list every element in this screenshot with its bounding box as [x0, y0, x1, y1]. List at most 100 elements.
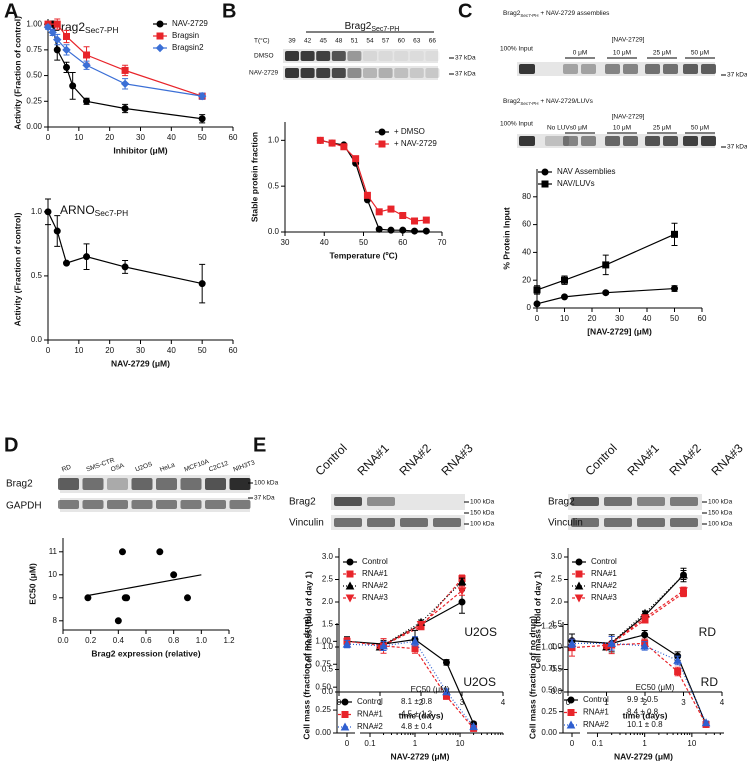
ec50-title: EC50 (μM)	[411, 685, 450, 694]
input-label: 100% Input	[500, 121, 533, 128]
lane-label: 25 μM	[653, 50, 671, 57]
size-marker: 150 kDa	[470, 510, 495, 517]
blot-band	[581, 64, 596, 74]
x-tick-label: 40	[167, 346, 176, 355]
point	[541, 168, 549, 176]
blot-band	[409, 51, 424, 61]
size-marker: 100 kDa	[708, 521, 733, 528]
ec50-value: 4.5 ± 1.3	[401, 710, 433, 719]
lane-label: 0 μM	[573, 125, 588, 132]
panel-label: A	[4, 0, 18, 22]
point	[121, 104, 129, 112]
x-tick-label: 30	[136, 133, 145, 142]
point	[118, 548, 126, 556]
blot-band	[571, 497, 599, 506]
point	[53, 46, 61, 54]
x-tick-label: 0.2	[85, 636, 97, 645]
x-tick-label: 0.8	[168, 636, 180, 645]
point	[156, 32, 164, 40]
panel-label: C	[458, 0, 472, 22]
row-label: NAV-2729	[249, 70, 279, 77]
point	[342, 639, 352, 648]
y-tick-label: 80	[522, 192, 531, 201]
y-axis-label: Cell mass (fold of day 1)	[532, 571, 542, 669]
point	[411, 227, 419, 235]
blot-band	[107, 500, 128, 509]
ec50-value: 10.1 ± 0.8	[627, 720, 663, 729]
point	[567, 696, 575, 704]
y-tick-label: 1.5	[551, 620, 563, 629]
blot-band	[563, 136, 578, 146]
y-tick-label: 0.50	[26, 71, 42, 80]
x-tick-label: 1	[642, 739, 647, 748]
x-tick-label: 0	[46, 346, 51, 355]
x-tick-label: 10	[560, 314, 569, 323]
blot-band	[180, 500, 202, 509]
x-tick-label: 20	[105, 346, 114, 355]
y-tick-label: 0.0	[551, 687, 563, 696]
blot-band	[394, 68, 409, 78]
blot-band	[425, 51, 440, 61]
panel-label: E	[253, 434, 266, 456]
x-tick-label: 0.1	[364, 739, 376, 748]
blot-band	[156, 478, 177, 490]
y-tick-label: 0.00	[26, 122, 42, 131]
series-line	[536, 233, 675, 291]
y-tick-label: 1.0	[268, 135, 280, 144]
lane-label: 48	[335, 38, 343, 45]
y-axis-label: Cell mass (fraction of no drug)	[527, 616, 537, 739]
y-axis-label: EC50 (μM)	[27, 563, 37, 605]
y-axis-label: Activity (Fraction of control)	[12, 16, 22, 130]
panel-label: D	[4, 434, 18, 456]
point	[83, 51, 91, 59]
row-label: Vinculin	[289, 518, 324, 529]
point	[567, 638, 577, 647]
size-marker: 37 kDa	[455, 71, 476, 78]
size-marker: 100 kDa	[470, 521, 495, 528]
point	[121, 66, 129, 74]
blot-band	[663, 136, 678, 146]
point	[352, 155, 360, 163]
legend-label: RNA#2	[362, 581, 388, 590]
lane-label: RNA#1	[354, 441, 391, 478]
x-tick-label: 40	[320, 238, 329, 247]
point	[566, 720, 576, 729]
chart-title: ARNOSec7-PH	[60, 203, 128, 218]
blot-strip	[60, 475, 250, 493]
blot-header: Brag2Sec7-PH + NAV-2729/LUVs	[503, 98, 594, 106]
blot-strip	[331, 494, 465, 510]
y-axis-label: Activity (Fraction of control)	[12, 212, 22, 326]
point	[458, 598, 466, 606]
size-marker: 37 kDa	[727, 144, 747, 151]
blot-band	[285, 68, 299, 78]
ec50-value: 4.8 ± 0.4	[401, 722, 433, 731]
x-tick-label: 1.2	[223, 636, 235, 645]
x-tick-label: 0	[535, 314, 540, 323]
legend-label: Control	[362, 557, 388, 566]
x-axis-label: Inhibitor (μM)	[113, 145, 167, 155]
x-tick-label: 0	[337, 698, 342, 707]
point	[457, 577, 467, 586]
y-tick-label: 8	[53, 616, 58, 625]
legend-label: NAV Assemblies	[557, 167, 616, 176]
x-axis-label: NAV-2729 (μM)	[614, 751, 673, 761]
point	[340, 722, 350, 731]
point	[602, 261, 610, 269]
legend-label: Control	[357, 697, 383, 706]
point	[416, 621, 426, 630]
x-tick-label: 0.6	[140, 636, 152, 645]
blot-band	[205, 478, 226, 490]
title-part: ARNO	[60, 203, 95, 217]
x-tick-label: 3	[681, 698, 686, 707]
point	[399, 212, 407, 219]
point	[469, 722, 478, 731]
y-tick-label: 1.0	[551, 642, 563, 651]
annotation: U2OS	[463, 675, 496, 689]
legend-label: Control	[591, 557, 617, 566]
title-part: + NAV-2729/LUVs	[539, 98, 594, 105]
size-marker: 37 kDa	[727, 72, 747, 79]
x-tick-label: 10	[687, 739, 696, 748]
blot-band	[683, 136, 698, 146]
point	[422, 227, 430, 235]
blot-header: Brag2Sec7-PH	[345, 21, 400, 33]
